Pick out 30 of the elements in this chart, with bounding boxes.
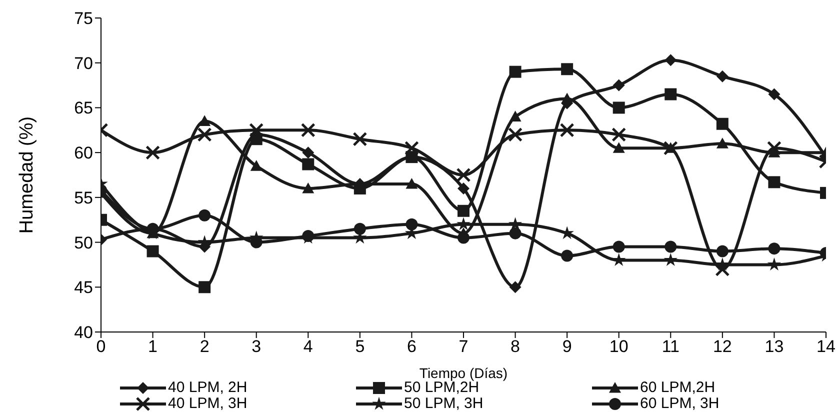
x-tick-label: 7 [458, 337, 468, 356]
x-tick-label: 11 [662, 337, 680, 356]
x-tick-label: 0 [96, 337, 106, 356]
legend-label: 40 LPM, 2H [168, 379, 248, 396]
x-axis-title: Tiempo (Días) [419, 365, 508, 381]
x-tick-label: 5 [355, 337, 365, 356]
x-tick-label: 10 [609, 337, 628, 356]
x-tick-label: 13 [764, 337, 784, 356]
y-tick-label: 65 [74, 98, 93, 118]
x-tick-label: 14 [816, 337, 836, 356]
legend-label: 60 LPM, 3H [640, 395, 720, 412]
y-tick-label: 45 [74, 278, 93, 298]
x-tick-label: 2 [200, 337, 210, 356]
y-tick-label: 50 [74, 233, 93, 252]
x-tick-label: 3 [252, 337, 262, 356]
legend-label: 60 LPM,2H [640, 379, 716, 396]
x-tick-label: 4 [303, 337, 313, 356]
x-tick-label: 9 [562, 337, 572, 356]
y-axis-title: Humedad (%) [16, 116, 38, 234]
x-tick-label: 8 [510, 337, 520, 356]
legend-label: 40 LPM, 3H [168, 395, 248, 412]
legend-label: 50 LPM, 3H [404, 395, 484, 412]
y-tick-label: 70 [74, 54, 93, 73]
x-tick-label: 1 [148, 337, 158, 356]
y-tick-label: 40 [74, 323, 93, 342]
x-tick-label: 6 [406, 337, 416, 356]
x-tick-label: 12 [712, 337, 732, 356]
y-tick-label: 75 [74, 9, 93, 28]
y-tick-label: 60 [74, 144, 93, 163]
y-tick-label: 55 [74, 188, 93, 208]
